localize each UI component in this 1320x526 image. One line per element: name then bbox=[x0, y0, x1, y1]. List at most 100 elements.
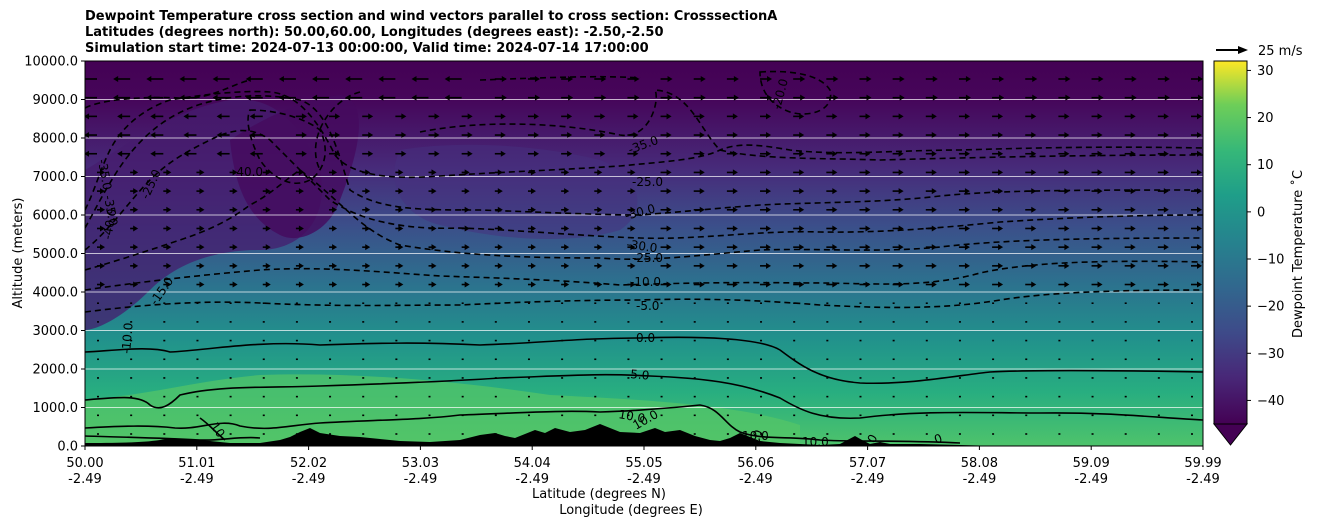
wind-vector-head bbox=[530, 206, 536, 213]
y-tick-label: 0.0 bbox=[57, 440, 78, 455]
wind-vector-head bbox=[398, 262, 404, 269]
x-tick-label-lon: -2.49 bbox=[739, 472, 773, 487]
wind-vector-head bbox=[332, 169, 338, 176]
contour-label: 10.0 bbox=[802, 435, 829, 449]
contour-label: -5.0 bbox=[636, 299, 659, 313]
wind-vector-head bbox=[998, 150, 1004, 157]
dashed-contours bbox=[85, 70, 1203, 313]
dry-plume-2 bbox=[230, 95, 359, 239]
wind-vector-head bbox=[766, 206, 772, 213]
wind-vector-head bbox=[965, 94, 971, 101]
y-tick-label: 8000.0 bbox=[33, 132, 79, 147]
wind-vector-head bbox=[865, 281, 871, 288]
wind-vector-head bbox=[766, 188, 772, 195]
wind-vector-head bbox=[150, 113, 156, 120]
wind-vector-head bbox=[666, 206, 672, 213]
wind-vector-head bbox=[401, 150, 407, 157]
wind-vector-head bbox=[1031, 113, 1037, 120]
wind-vector-head bbox=[832, 113, 838, 120]
wind-vector-head bbox=[564, 244, 570, 251]
x-axis: 50.00-2.4951.01-2.4952.02-2.4953.03-2.49… bbox=[66, 446, 1222, 487]
colorbar-tick-label: −10 bbox=[1257, 253, 1284, 268]
x-tick-label-lat: 58.08 bbox=[961, 456, 998, 471]
wind-vector-head bbox=[444, 76, 450, 82]
wind-vector-head bbox=[666, 150, 672, 157]
wind-vector-head bbox=[630, 262, 636, 269]
wind-vector-head bbox=[212, 76, 218, 82]
wind-vector-head bbox=[378, 94, 384, 101]
y-tick-label: 3000.0 bbox=[33, 324, 79, 339]
wind-vector-head bbox=[699, 244, 705, 251]
wind-vector-head bbox=[500, 150, 506, 157]
colorbar-bar bbox=[1213, 60, 1248, 425]
wind-vector-head bbox=[533, 132, 539, 139]
wind-vector-head bbox=[1198, 94, 1203, 101]
wind-vector-head bbox=[931, 132, 937, 139]
wind-vector-head bbox=[166, 225, 172, 232]
wind-vector-head bbox=[1163, 225, 1169, 232]
wind-vector-head bbox=[799, 281, 805, 288]
wind-vector-head bbox=[931, 244, 937, 251]
wind-vector-head bbox=[368, 132, 374, 139]
wind-vector-head bbox=[666, 113, 672, 120]
contour-label: 5.0 bbox=[630, 367, 650, 383]
x-tick-label-lat: 59.09 bbox=[1073, 456, 1110, 471]
wind-vector-head bbox=[1031, 281, 1037, 288]
wind-vector-head bbox=[898, 113, 904, 120]
wind-vector-head bbox=[1131, 76, 1137, 82]
wind-vector-head bbox=[216, 113, 222, 120]
wind-vector-head bbox=[1064, 281, 1070, 288]
wind-vector-head bbox=[365, 206, 371, 213]
wind-vector-head bbox=[249, 113, 255, 120]
wind-vector-head bbox=[732, 132, 738, 139]
wind-vector-head bbox=[1130, 169, 1136, 176]
wind-vector-head bbox=[964, 262, 970, 269]
wind-vector-head bbox=[597, 262, 603, 269]
wind-vector-head bbox=[898, 150, 904, 157]
wind-vector-head bbox=[1097, 188, 1103, 195]
contour-0 bbox=[85, 336, 1203, 385]
wind-vector-head bbox=[732, 188, 738, 195]
wind-vector-head bbox=[1197, 262, 1202, 269]
wind-vector-head bbox=[533, 113, 539, 120]
wind-vector-head bbox=[998, 225, 1004, 232]
wind-vector-head bbox=[964, 206, 970, 213]
contour-label: 0 bbox=[932, 431, 944, 447]
wind-vector-head bbox=[931, 150, 937, 157]
wind-vector-head bbox=[1098, 76, 1104, 82]
wind-vector-head bbox=[732, 262, 738, 269]
grid-lines bbox=[85, 99, 1203, 408]
wind-vector-head bbox=[832, 225, 838, 232]
contour-minus40-b bbox=[759, 70, 832, 115]
wind-vector-head bbox=[301, 132, 307, 139]
wind-vector-head bbox=[1031, 206, 1037, 213]
wind-vector-head bbox=[1031, 225, 1037, 232]
wind-vector-head bbox=[166, 188, 172, 195]
wind-vector-head bbox=[799, 244, 805, 251]
wind-vector-head bbox=[166, 244, 172, 251]
wind-vector-head bbox=[732, 206, 738, 213]
wind-vector-head bbox=[567, 113, 573, 120]
wind-vector-head bbox=[146, 94, 152, 101]
colorbar-extension bbox=[1212, 423, 1249, 446]
wind-vector-head bbox=[964, 132, 970, 139]
wind-vector-head bbox=[898, 188, 904, 195]
wind-vector-head bbox=[1064, 225, 1070, 232]
wind-vector-head bbox=[232, 169, 238, 176]
wind-vector-head bbox=[666, 281, 672, 288]
wind-vector-head bbox=[464, 262, 470, 269]
wind-vector-head bbox=[298, 262, 304, 269]
wind-vector-head bbox=[732, 281, 738, 288]
wind-vector-head bbox=[1064, 169, 1070, 176]
y-tick-label: 4000.0 bbox=[33, 286, 79, 301]
wind-vector-head bbox=[931, 188, 937, 195]
wind-vector-head bbox=[1031, 150, 1037, 157]
wind-vector-head bbox=[865, 262, 871, 269]
wind-vector-head bbox=[1031, 188, 1037, 195]
wind-vector-head bbox=[1163, 281, 1169, 288]
wind-vector-head bbox=[699, 225, 705, 232]
wind-vector-head bbox=[530, 169, 536, 176]
wind-vector-head bbox=[699, 150, 705, 157]
wind-vector-head bbox=[799, 188, 805, 195]
wind-vector-head bbox=[699, 206, 705, 213]
